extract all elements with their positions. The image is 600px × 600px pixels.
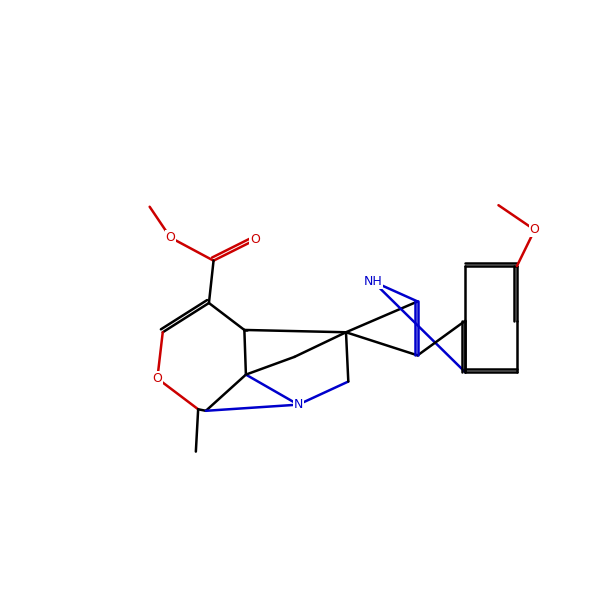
Text: O: O (166, 231, 175, 244)
Text: O: O (530, 223, 539, 236)
Text: O: O (152, 372, 162, 385)
Text: NH: NH (364, 275, 382, 288)
Text: O: O (250, 233, 260, 247)
Text: N: N (293, 398, 303, 411)
